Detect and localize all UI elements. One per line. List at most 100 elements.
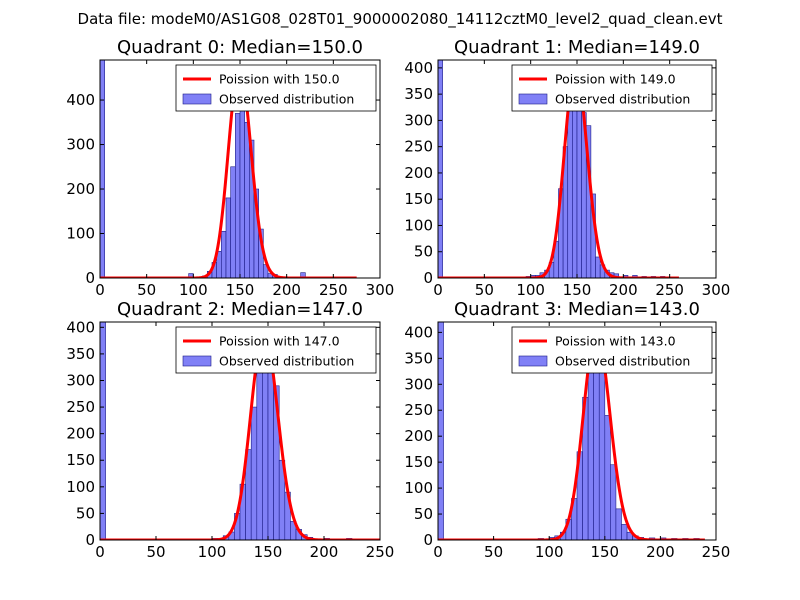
quadrant-3-y-tick-label: 50 — [414, 505, 433, 523]
quadrant-1-legend: Poission with 149.0 Observed distribution — [511, 64, 713, 112]
quadrant-2-y-tick-label: 100 — [66, 478, 95, 496]
quadrant-0-y-tick-label: 400 — [66, 91, 95, 109]
quadrant-0-x-tick-label: 300 — [366, 281, 395, 299]
quadrant-3-x-tick-label: 100 — [535, 543, 564, 561]
quadrant-2-legend-patch-swatch — [182, 355, 212, 367]
quadrant-2-legend-label: Observed distribution — [219, 354, 354, 369]
quadrant-0-legend-patch-swatch — [182, 93, 212, 105]
quadrant-0-legend-label: Observed distribution — [219, 92, 354, 107]
quadrant-1-y-tick-label: 100 — [404, 216, 433, 234]
quadrant-3-histogram-bar — [610, 464, 617, 540]
quadrant-0-y-tick-label: 300 — [66, 136, 95, 154]
quadrant-1-histogram-bar — [576, 93, 582, 278]
quadrant-0-histogram-bar — [225, 197, 231, 278]
quadrant-2-y-tick-label: 300 — [66, 371, 95, 389]
quadrant-0-zero-spike-bar — [100, 60, 105, 278]
quadrant-1-y-tick-label: 350 — [404, 85, 433, 103]
quadrant-3-chart: Quadrant 3: Median=143.0 0 50 100 150 200 250 0… — [404, 299, 730, 561]
quadrant-0-y-tick-label: 100 — [66, 225, 95, 243]
quadrant-3-histogram-bar — [621, 524, 628, 540]
quadrant-0-x-tick-label: 100 — [179, 281, 208, 299]
quadrant-2-y-tick-label: 150 — [66, 451, 95, 469]
quadrant-0-chart: Quadrant 0: Median=150.0 0 50 100 150 200 250 3… — [66, 37, 394, 299]
quadrant-3-y-tick-label: 350 — [404, 349, 433, 367]
quadrant-0-histogram-bar — [235, 113, 241, 278]
quadrant-1-legend-label: Observed distribution — [555, 92, 690, 107]
quadrant-1-legend-label: Poission with 149.0 — [555, 72, 676, 87]
quadrant-1-y-tick-label: 0 — [423, 269, 433, 287]
quadrant-3-x-tick-label: 150 — [590, 543, 619, 561]
quadrant-2-x-tick-label: 50 — [146, 543, 165, 561]
quadrant-1-zero-spike-bar — [438, 60, 443, 278]
quadrant-3-zero-spike-bar — [438, 322, 444, 540]
quadrant-2-x-tick-label: 250 — [366, 543, 395, 561]
quadrant-2-poisson-curve — [100, 330, 380, 540]
quadrant-1-y-tick-label: 150 — [404, 190, 433, 208]
quadrant-3-x-tick-label: 0 — [433, 543, 443, 561]
quadrant-2-legend: Poission with 147.0 Observed distribution — [175, 326, 377, 374]
quadrant-2-y-tick-label: 50 — [76, 504, 95, 522]
quadrant-1-x-tick-label: 100 — [516, 281, 545, 299]
quadrant-2-y-tick-label: 250 — [66, 398, 95, 416]
quadrant-3-y-tick-label: 0 — [423, 531, 433, 549]
quadrant-3-histogram-bar — [587, 358, 594, 540]
quadrant-2-chart: Quadrant 2: Median=147.0 0 50 100 150 200 250 0… — [66, 299, 394, 561]
quadrant-2-x-tick-label: 200 — [310, 543, 339, 561]
quadrant-3-title: Quadrant 3: Median=143.0 — [454, 299, 700, 320]
quadrant-1-x-tick-label: 300 — [702, 281, 731, 299]
quadrant-1-x-tick-label: 200 — [609, 281, 638, 299]
quadrant-3-y-tick-label: 300 — [404, 375, 433, 393]
quadrant-1-y-tick-label: 250 — [404, 138, 433, 156]
quadrant-0-histogram-bar — [244, 121, 250, 278]
quadrant-0-y-tick-label: 0 — [85, 269, 95, 287]
quadrant-3-histogram-bar — [604, 415, 611, 540]
quadrant-1-x-tick-label: 250 — [655, 281, 684, 299]
quadrant-0-histogram-bar — [230, 166, 236, 278]
quadrant-2-legend-label: Poission with 147.0 — [219, 334, 340, 349]
quadrant-2-y-tick-label: 350 — [66, 345, 95, 363]
quadrant-0-y-tick-label: 200 — [66, 180, 95, 198]
quadrant-3-x-tick-label: 250 — [702, 543, 731, 561]
quadrant-1-x-tick-label: 0 — [433, 281, 443, 299]
quadrant-1-legend-patch-swatch — [518, 93, 548, 105]
quadrant-0-legend-label: Poission with 150.0 — [219, 72, 340, 87]
quadrant-3-y-tick-label: 250 — [404, 401, 433, 419]
quadrant-0-x-tick-label: 0 — [95, 281, 105, 299]
quadrant-2-x-tick-label: 0 — [95, 543, 105, 561]
quadrant-0-title: Quadrant 0: Median=150.0 — [117, 37, 363, 58]
quadrant-2-zero-spike-bar — [100, 322, 106, 540]
quadrant-0-x-tick-label: 200 — [272, 281, 301, 299]
quadrant-3-legend: Poission with 143.0 Observed distribution — [511, 326, 713, 374]
quadrant-3-legend-label: Observed distribution — [555, 354, 690, 369]
quadrant-3-axes-frame — [437, 321, 717, 541]
quadrant-1-title: Quadrant 1: Median=149.0 — [454, 37, 700, 58]
quadrant-2-y-tick-label: 200 — [66, 425, 95, 443]
quadrant-1-poisson-curve — [438, 66, 680, 278]
quadrant-1-chart: Quadrant 1: Median=149.0 0 50 100 150 200 250 3… — [404, 37, 730, 299]
quadrant-3-y-tick-label: 400 — [404, 323, 433, 341]
quadrant-1-x-tick-label: 50 — [475, 281, 494, 299]
quadrant-1-y-tick-label: 50 — [414, 243, 433, 261]
quadrant-0-poisson-curve — [100, 67, 358, 278]
quadrant-3-histogram-bar — [598, 360, 606, 540]
quadrant-3-histogram-bar — [615, 508, 622, 540]
quadrant-3-legend-label: Poission with 143.0 — [555, 334, 676, 349]
quadrant-3-legend-patch-swatch — [518, 355, 548, 367]
quadrant-2-x-tick-label: 100 — [198, 543, 227, 561]
quadrant-1-x-tick-label: 150 — [563, 281, 592, 299]
quadrant-2-y-tick-label: 400 — [66, 318, 95, 336]
quadrant-3-x-tick-label: 50 — [484, 543, 503, 561]
quadrant-2-axes-frame — [99, 321, 381, 541]
quadrant-2-histogram-bar — [250, 406, 258, 540]
quadrant-0-x-tick-label: 50 — [137, 281, 156, 299]
quadrant-2-histogram-bar — [256, 358, 263, 540]
quadrant-2-x-tick-label: 150 — [254, 543, 283, 561]
quadrant-3-y-tick-label: 100 — [404, 479, 433, 497]
quadrant-0-plot-area — [100, 60, 358, 278]
quadrant-3-y-tick-label: 200 — [404, 427, 433, 445]
quadrant-1-plot-area — [438, 60, 680, 278]
quadrant-2-title: Quadrant 2: Median=147.0 — [117, 299, 363, 320]
quadrant-0-histogram-bar — [221, 230, 227, 278]
quadrant-1-y-tick-label: 400 — [404, 59, 433, 77]
